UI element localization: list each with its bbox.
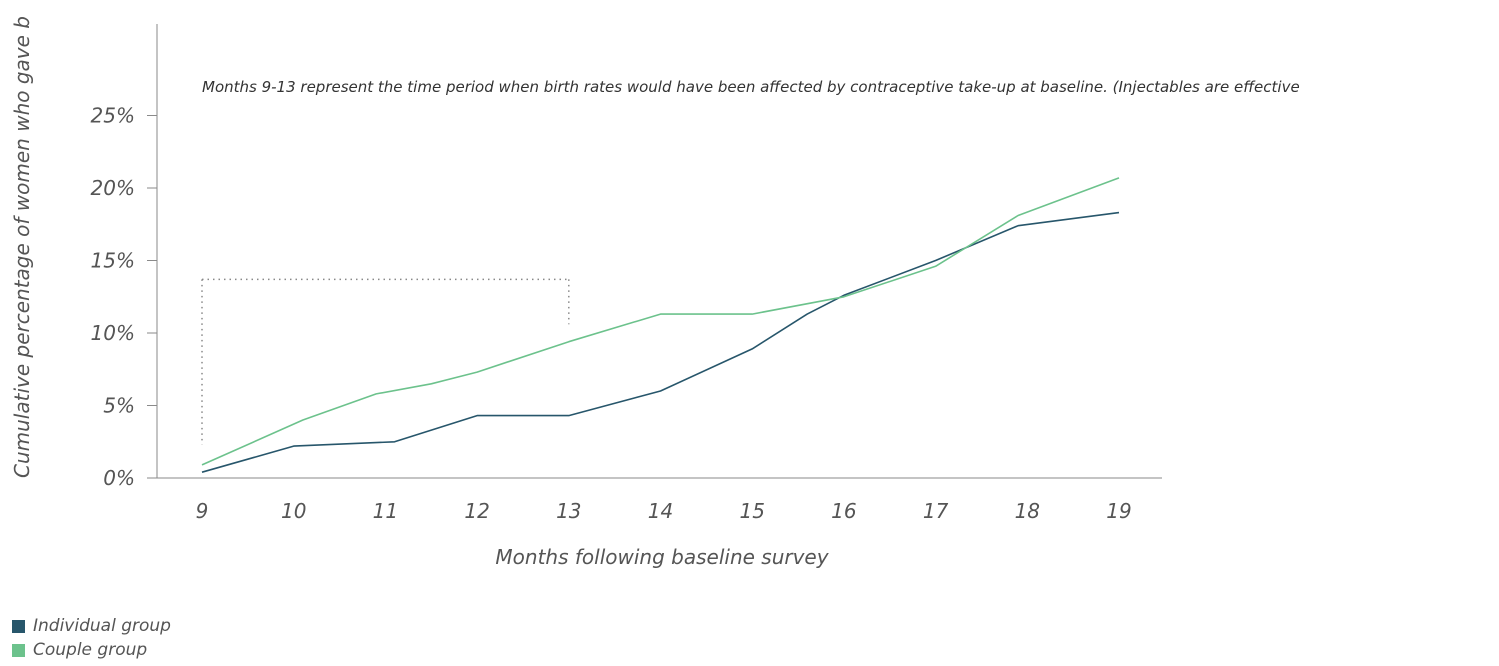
legend-swatch-couple: [12, 643, 25, 657]
x-tick-label: 15: [739, 499, 764, 523]
x-tick-label: 14: [648, 499, 673, 523]
legend-label-couple: Couple group: [33, 640, 148, 660]
x-axis-label: Months following baseline survey: [495, 545, 829, 569]
series-lines: [201, 177, 1120, 473]
legend: Individual group Couple group: [12, 614, 171, 662]
x-tick-label: 10: [281, 499, 306, 523]
tick-labels: 0% 5% 10% 15% 20% 25% 9 10 11 12 13 14 15 16 17 18 19: [91, 104, 1132, 524]
series-line-couple: [201, 177, 1120, 466]
series-line-individual: [201, 211, 1120, 473]
y-axis-label: Cumulative percentage of women who gave …: [10, 16, 34, 478]
y-tick-label: 10%: [91, 321, 135, 345]
x-tick-label: 18: [1015, 499, 1040, 523]
legend-item-individual: Individual group: [12, 614, 171, 638]
y-tick-label: 15%: [91, 249, 135, 273]
y-tick-label: 25%: [91, 104, 135, 128]
legend-item-couple: Couple group: [12, 638, 171, 662]
annotation-text: Months 9-13 represent the time period wh…: [202, 78, 1300, 96]
y-tick-label: 5%: [103, 394, 135, 418]
x-tick-label: 19: [1106, 499, 1131, 523]
x-tick-label: 13: [556, 499, 581, 523]
y-tick-label: 0%: [103, 466, 135, 490]
x-tick-label: 16: [831, 499, 856, 523]
axes: [147, 24, 1162, 479]
x-tick-label: 11: [373, 499, 398, 523]
x-tick-label: 12: [464, 499, 489, 523]
x-tick-label: 9: [196, 499, 209, 523]
y-tick-label: 20%: [91, 176, 135, 200]
months-9-13-bracket: [201, 278, 570, 445]
legend-label-individual: Individual group: [33, 616, 171, 636]
x-tick-label: 17: [923, 499, 949, 523]
legend-swatch-individual: [12, 619, 25, 633]
